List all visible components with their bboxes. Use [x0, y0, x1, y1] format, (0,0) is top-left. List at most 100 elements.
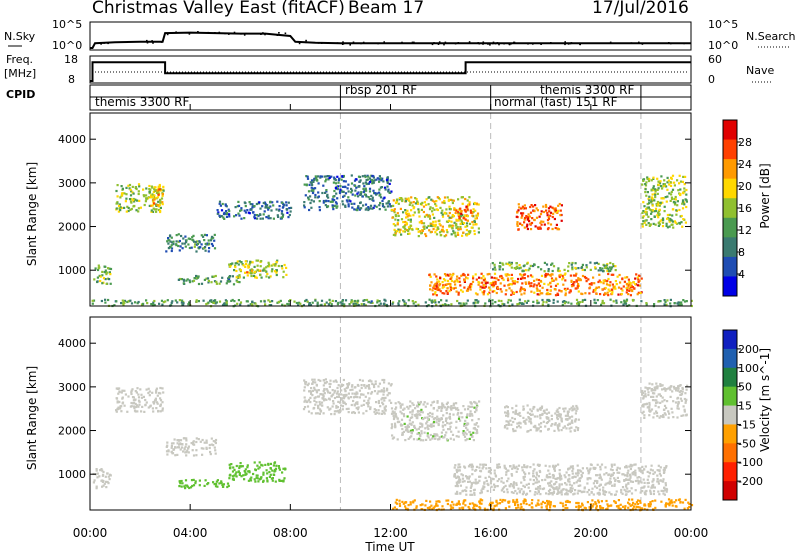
heatmap-cell: [503, 464, 506, 467]
heatmap-cell: [137, 300, 140, 304]
heatmap-cell: [371, 301, 374, 304]
heatmap-cell: [194, 243, 197, 246]
heatmap-cell: [262, 471, 265, 474]
heatmap-cell: [367, 401, 370, 405]
heatmap-cell: [438, 438, 441, 441]
heatmap-cell: [439, 234, 442, 237]
heatmap-cell: [494, 474, 497, 477]
colorbar-swatch: [723, 198, 737, 219]
heatmap-cell: [253, 213, 256, 217]
heatmap-cell: [486, 489, 489, 493]
heatmap-cell: [539, 227, 542, 230]
heatmap-cell: [159, 386, 162, 390]
heatmap-cell: [363, 299, 366, 302]
heatmap-cell: [400, 197, 403, 200]
heatmap-cell: [172, 442, 175, 445]
heatmap-cell: [659, 201, 662, 204]
heatmap-cell: [179, 245, 182, 248]
heatmap-cell: [645, 302, 648, 305]
nsky-point: [443, 43, 445, 46]
heatmap-cell: [353, 208, 356, 211]
nsky-point: [477, 42, 479, 44]
heatmap-cell: [403, 230, 406, 233]
heatmap-cell: [156, 204, 159, 207]
heatmap-cell: [474, 410, 477, 414]
heatmap-cell: [403, 415, 406, 418]
heatmap-cell: [330, 175, 333, 178]
heatmap-cell: [530, 410, 533, 413]
heatmap-cell: [438, 280, 441, 283]
heatmap-cell: [575, 426, 578, 429]
heatmap-cell: [427, 224, 430, 228]
heatmap-cell: [254, 275, 257, 278]
heatmap-cell: [273, 264, 276, 267]
heatmap-cell: [214, 274, 217, 278]
heatmap-cell: [311, 394, 314, 397]
heatmap-cell: [541, 303, 544, 306]
heatmap-cell: [507, 415, 510, 418]
heatmap-cell: [304, 399, 307, 402]
heatmap-cell: [228, 277, 231, 280]
heatmap-cell: [334, 204, 337, 207]
heatmap-cell: [461, 234, 464, 237]
heatmap-cell: [344, 180, 347, 183]
heatmap-cell: [123, 301, 126, 304]
heatmap-cell: [518, 206, 521, 209]
heatmap-cell: [479, 492, 482, 495]
heatmap-cell: [676, 302, 679, 305]
heatmap-cell: [662, 489, 665, 493]
heatmap-cell: [542, 420, 545, 423]
freq-frame: [89, 55, 692, 84]
heatmap-cell: [416, 200, 419, 203]
heatmap-cell: [168, 239, 171, 242]
heatmap-cell: [537, 278, 541, 282]
heatmap-cell: [436, 401, 439, 404]
heatmap-cell: [604, 286, 607, 290]
heatmap-cell: [663, 299, 666, 302]
heatmap-cell: [496, 485, 499, 488]
nsky-point: [489, 44, 491, 46]
heatmap-cell: [651, 392, 655, 395]
heatmap-cell: [658, 472, 661, 475]
heatmap-cell: [223, 217, 226, 220]
heatmap-cell: [370, 392, 373, 395]
heatmap-cell: [340, 178, 343, 181]
heatmap-cell: [613, 285, 616, 288]
nsky-point: [341, 43, 344, 45]
heatmap-cell: [310, 179, 314, 182]
heatmap-cell: [182, 282, 185, 285]
heatmap-cell: [421, 201, 424, 204]
heatmap-cell: [539, 493, 542, 496]
heatmap-cell: [145, 388, 148, 391]
heatmap-cell: [489, 472, 492, 475]
heatmap-cell: [464, 218, 467, 221]
heatmap-cell: [465, 276, 468, 279]
heatmap-cell: [282, 467, 285, 470]
heatmap-cell: [545, 474, 549, 477]
heatmap-cell: [672, 226, 675, 229]
heatmap-cell: [107, 298, 110, 302]
heatmap-cell: [558, 487, 561, 490]
heatmap-cell: [512, 428, 515, 431]
heatmap-cell: [492, 280, 495, 283]
heatmap-cell: [541, 292, 544, 295]
heatmap-cell: [666, 400, 669, 403]
heatmap-cell: [423, 225, 426, 228]
heatmap-cell: [293, 300, 296, 303]
heatmap-cell: [554, 284, 558, 287]
heatmap-cell: [365, 178, 368, 182]
heatmap-cell: [454, 464, 457, 467]
heatmap-cell: [566, 410, 569, 413]
heatmap-cell: [404, 223, 407, 227]
heatmap-cell: [657, 187, 660, 190]
heatmap-cell: [473, 232, 476, 236]
heatmap-cell: [676, 389, 680, 392]
heatmap-cell: [169, 246, 172, 249]
heatmap-cell: [449, 425, 452, 428]
heatmap-cell: [457, 435, 460, 438]
heatmap-cell: [519, 207, 523, 210]
heatmap-cell: [441, 201, 444, 204]
colorbar-tick-label: 24: [738, 158, 752, 171]
heatmap-cell: [132, 396, 135, 399]
heatmap-cell: [463, 280, 466, 283]
